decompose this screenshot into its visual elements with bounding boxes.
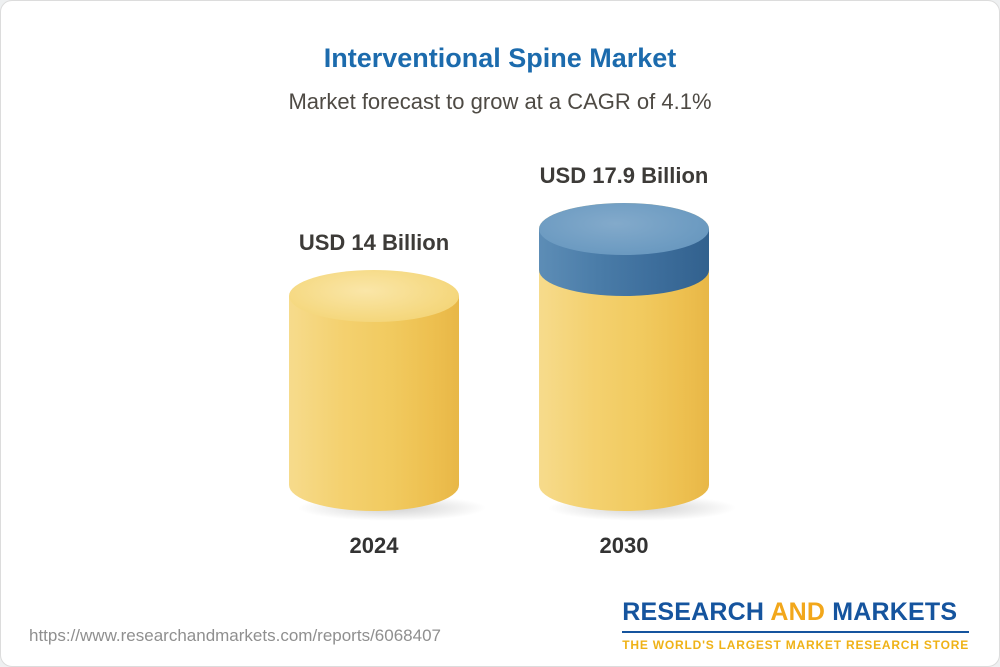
category-label-2030: 2030 bbox=[599, 533, 649, 558]
cylinder-body-2024 bbox=[289, 296, 459, 511]
value-label-2030: USD 17.9 Billion bbox=[539, 163, 709, 188]
research-and-markets-logo: RESEARCH AND MARKETS THE WORLD'S LARGEST… bbox=[622, 598, 969, 652]
cylinder-top-2024 bbox=[289, 270, 459, 322]
chart-subtitle: Market forecast to grow at a CAGR of 4.1… bbox=[288, 89, 712, 114]
category-label-2024: 2024 bbox=[349, 533, 399, 558]
chart-title: Interventional Spine Market bbox=[323, 43, 677, 73]
logo-tagline: THE WORLD'S LARGEST MARKET RESEARCH STOR… bbox=[622, 638, 969, 652]
logo-word-research: RESEARCH bbox=[622, 598, 765, 626]
logo-wordmark: RESEARCH AND MARKETS bbox=[622, 598, 969, 627]
logo-word-markets: MARKETS bbox=[832, 598, 958, 626]
report-url: https://www.researchandmarkets.com/repor… bbox=[29, 626, 441, 645]
value-label-2024: USD 14 Billion bbox=[298, 230, 450, 255]
bar-group-2030: USD 17.9 Billion 2030 bbox=[539, 163, 737, 558]
growth-segment-top bbox=[539, 203, 709, 255]
logo-divider bbox=[622, 631, 969, 633]
cylinder-1 bbox=[539, 203, 737, 521]
growth-segment bbox=[539, 203, 709, 296]
bar-group-2024: USD 14 Billion 2024 bbox=[289, 230, 487, 558]
logo-word-and: AND bbox=[770, 598, 826, 626]
cylinder-0 bbox=[289, 270, 487, 521]
